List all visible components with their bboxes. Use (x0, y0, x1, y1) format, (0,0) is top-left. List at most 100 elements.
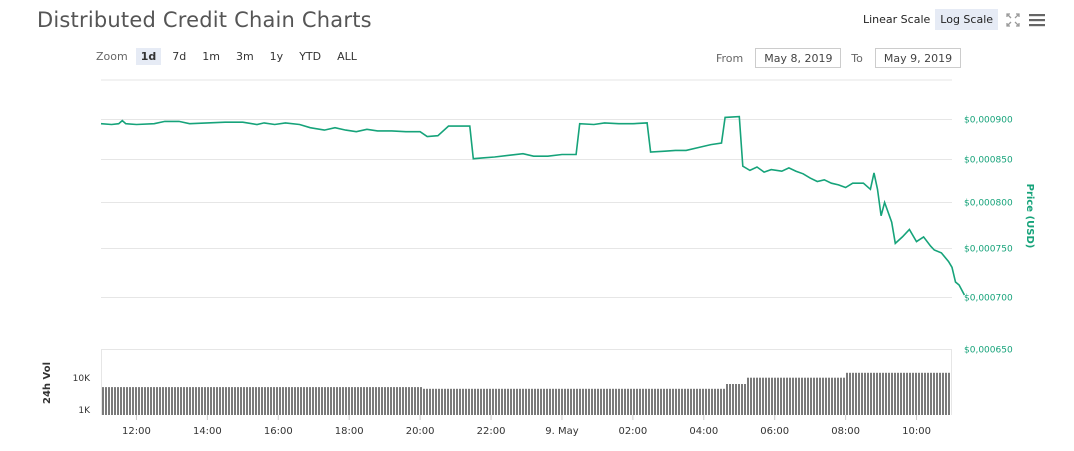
volume-bar (906, 372, 908, 415)
volume-bar (630, 388, 632, 415)
volume-bar (789, 377, 791, 415)
volume-bar (720, 388, 722, 415)
volume-bar (885, 372, 887, 415)
volume-bar (531, 388, 533, 415)
volume-bar (675, 388, 677, 415)
volume-bar (423, 388, 425, 415)
volume-bar (711, 388, 713, 415)
linear-scale-button[interactable]: Linear Scale (863, 13, 931, 26)
zoom-1d-button[interactable]: 1d (135, 48, 162, 65)
volume-bar (537, 388, 539, 415)
volume-bar (816, 377, 818, 415)
volume-bar (768, 377, 770, 415)
volume-bar (102, 387, 104, 415)
volume-bar (243, 387, 245, 415)
volume-bar (810, 377, 812, 415)
volume-bar (714, 388, 716, 415)
volume-bar (363, 387, 365, 415)
x-tick-label: 06:00 (760, 426, 789, 437)
volume-bar (942, 372, 944, 415)
x-tick-label: 18:00 (335, 426, 364, 437)
volume-bar (510, 388, 512, 415)
volume-bar (846, 372, 848, 415)
volume-bar (924, 372, 926, 415)
volume-bar (579, 388, 581, 415)
volume-bar (450, 388, 452, 415)
volume-bar (735, 384, 737, 415)
volume-bar (327, 387, 329, 415)
volume-bar (657, 388, 659, 415)
volume-bar (165, 387, 167, 415)
zoom-1y-button[interactable]: 1y (269, 50, 284, 63)
volume-bar (237, 387, 239, 415)
volume-bar (618, 388, 620, 415)
volume-bar (600, 388, 602, 415)
volume-bar (135, 387, 137, 415)
volume-bar (669, 388, 671, 415)
volume-panel (101, 349, 952, 415)
zoom-ytd-button[interactable]: YTD (299, 50, 322, 63)
volume-bar (426, 388, 428, 415)
volume-bar (783, 377, 785, 415)
volume-bar (453, 388, 455, 415)
volume-bar (900, 372, 902, 415)
volume-bar (831, 377, 833, 415)
volume-bar (186, 387, 188, 415)
volume-bar (633, 388, 635, 415)
volume-bars (102, 372, 950, 415)
volume-bar (303, 387, 305, 415)
volume-bar (246, 387, 248, 415)
volume-bar (441, 388, 443, 415)
volume-bar (396, 387, 398, 415)
volume-bar (552, 388, 554, 415)
volume-bar (417, 387, 419, 415)
volume-bar (606, 388, 608, 415)
page-title: Distributed Credit Chain Charts (37, 8, 372, 32)
volume-bar (612, 388, 614, 415)
volume-bar (615, 388, 617, 415)
volume-bar (681, 388, 683, 415)
volume-bar (723, 388, 725, 415)
volume-bar (852, 372, 854, 415)
volume-bar (162, 387, 164, 415)
to-date-input[interactable] (874, 48, 961, 68)
volume-bar (507, 388, 509, 415)
volume-bar (111, 387, 113, 415)
zoom-7d-button[interactable]: 7d (172, 50, 187, 63)
zoom-1m-button[interactable]: 1m (202, 50, 220, 63)
fullscreen-icon[interactable] (1004, 11, 1022, 29)
zoom-all-button[interactable]: ALL (337, 50, 357, 63)
volume-bar (138, 387, 140, 415)
zoom-3m-button[interactable]: 3m (235, 50, 254, 63)
volume-bar (876, 372, 878, 415)
volume-bar (477, 388, 479, 415)
volume-bar (909, 372, 911, 415)
volume-bar (873, 372, 875, 415)
x-tick-label: 08:00 (831, 426, 860, 437)
volume-bar (435, 388, 437, 415)
x-tick-label: 16:00 (264, 426, 293, 437)
volume-bar (375, 387, 377, 415)
volume-bar (228, 387, 230, 415)
volume-bar (687, 388, 689, 415)
y-tick-label: $0,000850 (964, 156, 1013, 166)
volume-bar (159, 387, 161, 415)
volume-bar (798, 377, 800, 415)
volume-bar (216, 387, 218, 415)
volume-bar (693, 388, 695, 415)
volume-bar (678, 388, 680, 415)
x-tick-label: 14:00 (193, 426, 222, 437)
log-scale-button[interactable]: Log Scale (935, 9, 999, 30)
volume-bar (609, 388, 611, 415)
volume-bar (144, 387, 146, 415)
y-axis-label: Price (USD) (1024, 184, 1035, 249)
from-date-input[interactable] (755, 48, 842, 68)
volume-bar (180, 387, 182, 415)
volume-bar (204, 387, 206, 415)
volume-bar (639, 388, 641, 415)
volume-bar (399, 387, 401, 415)
volume-bar (843, 377, 845, 415)
volume-bar (369, 387, 371, 415)
volume-bar (333, 387, 335, 415)
menu-icon[interactable] (1028, 11, 1046, 29)
